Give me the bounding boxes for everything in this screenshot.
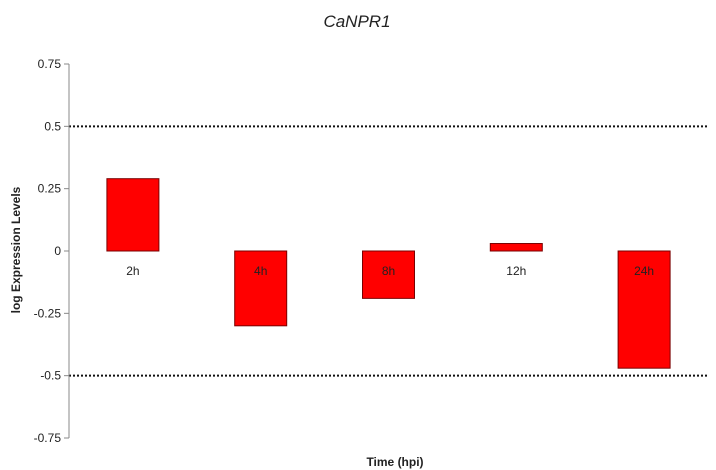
bar-8h xyxy=(362,250,415,299)
category-labels: 2h 4h 8h 12h 24h xyxy=(126,264,654,278)
chart-title: CaNPR1 xyxy=(323,12,390,31)
x-axis-title: Time (hpi) xyxy=(366,455,423,469)
category-label: 12h xyxy=(506,264,526,278)
y-axis-title: log Expression Levels xyxy=(9,186,23,313)
reference-lines xyxy=(69,125,708,377)
y-tick-label: -0.25 xyxy=(34,306,62,320)
category-label: 8h xyxy=(382,264,395,278)
bars xyxy=(106,178,671,369)
category-label: 4h xyxy=(254,264,267,278)
y-tick-label: 0.75 xyxy=(38,57,62,71)
y-axis-ticks: 0.75 0.5 0.25 0 -0.25 -0.5 -0.75 xyxy=(34,57,69,445)
category-label: 24h xyxy=(634,264,654,278)
y-tick-label: -0.5 xyxy=(40,369,61,383)
bar-2h xyxy=(106,178,160,252)
category-label: 2h xyxy=(126,264,139,278)
y-tick-label: 0 xyxy=(54,244,61,258)
y-tick-label: 0.5 xyxy=(44,119,61,133)
y-tick-label: -0.75 xyxy=(34,431,62,445)
bar-4h xyxy=(234,250,288,327)
y-tick-label: 0.25 xyxy=(38,182,62,196)
bar-24h xyxy=(617,250,671,369)
bar-12h xyxy=(489,243,543,252)
